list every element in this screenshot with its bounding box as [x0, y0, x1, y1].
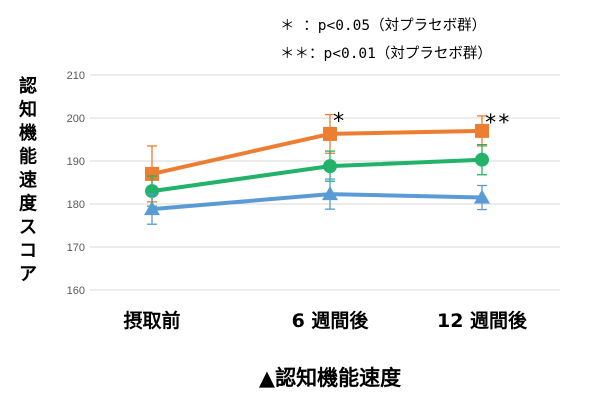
data-point — [323, 159, 337, 174]
y-axis-label-char: ア — [19, 264, 37, 285]
data-point — [475, 123, 489, 138]
series-triangle — [144, 178, 490, 225]
y-axis-label-char: 度 — [19, 193, 38, 215]
x-category-labels: 摂取前 6 週間後 12 週間後 — [123, 309, 528, 332]
y-axis-label-char: 機 — [19, 122, 37, 144]
note-p05: ＊ ：p<0.05（対プラセボ群） — [280, 17, 486, 34]
y-axis-label-char: 能 — [19, 146, 37, 168]
data-point — [145, 166, 159, 181]
y-axis-label-char: ス — [19, 217, 37, 238]
data-point — [474, 189, 490, 204]
y-axis-label-char: 知 — [19, 99, 37, 121]
y-tick-labels: 160 170 180 190 200 210 — [67, 70, 85, 297]
y-tick-label: 190 — [67, 156, 85, 168]
y-tick-label: 160 — [67, 285, 85, 297]
y-axis-label-char: 速 — [19, 169, 37, 191]
data-point — [144, 201, 160, 216]
y-tick-label: 210 — [67, 70, 85, 82]
significance-mark: ** — [484, 111, 511, 136]
y-tick-label: 200 — [67, 113, 85, 125]
series-group — [144, 113, 490, 225]
series-line — [151, 192, 483, 212]
note-p01: ＊＊：p<0.01（対プラセボ群） — [280, 45, 492, 62]
y-axis-label-char: コ — [19, 241, 37, 262]
x-category-label: 12 週間後 — [437, 309, 528, 332]
gridlines — [90, 74, 560, 291]
significance-notes: ＊ ：p<0.05（対プラセボ群） ＊＊：p<0.01（対プラセボ群） — [280, 17, 492, 62]
data-point — [475, 152, 489, 167]
significance-marks: * ** — [332, 110, 511, 136]
y-tick-label: 170 — [67, 242, 85, 254]
y-tick-label: 180 — [67, 199, 85, 211]
significance-mark: * — [332, 110, 345, 135]
data-point — [323, 126, 337, 141]
x-category-label: 摂取前 — [123, 309, 180, 332]
y-axis-label-char: 認 — [19, 75, 37, 97]
data-point — [322, 186, 338, 201]
x-category-label: 6 週間後 — [292, 309, 370, 332]
chart-title: ▲認知機能速度 — [259, 366, 401, 390]
series-square — [145, 113, 489, 203]
